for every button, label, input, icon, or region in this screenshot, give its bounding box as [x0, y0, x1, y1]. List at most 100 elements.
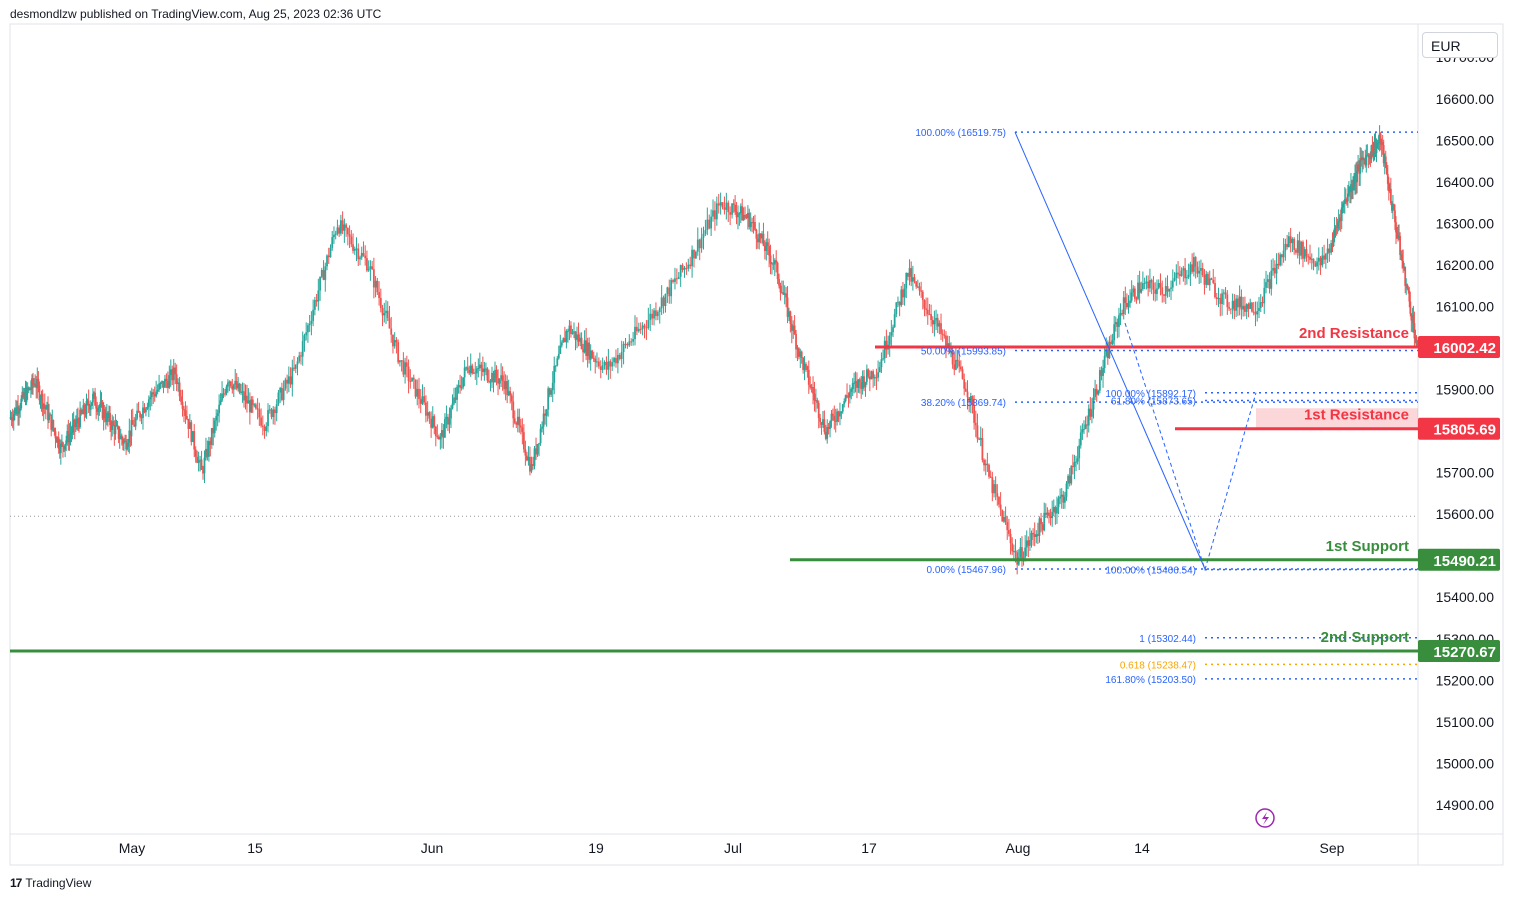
candle-body: [1245, 304, 1248, 312]
y-tick-label: 16400.00: [1436, 174, 1495, 190]
candle-body: [533, 448, 536, 466]
candle-body: [181, 401, 184, 409]
candle-body: [601, 365, 604, 370]
candle-body: [114, 425, 117, 435]
resistance-1-price-label: 15805.69: [1433, 422, 1496, 439]
candle-body: [442, 430, 445, 438]
candle-body: [1345, 200, 1348, 202]
candle-body: [1338, 217, 1341, 222]
candle-body: [1087, 408, 1090, 426]
candle-body: [71, 424, 74, 433]
candle-body: [553, 365, 556, 383]
candle-body: [911, 277, 914, 282]
candle-body: [268, 409, 271, 411]
candle-body: [183, 408, 185, 411]
candle-body: [1119, 313, 1122, 316]
candle-body: [436, 436, 439, 438]
candle-body: [1147, 281, 1150, 289]
candle-body: [463, 367, 466, 378]
candle-body: [284, 379, 287, 389]
candle-body: [286, 379, 289, 384]
candle-body: [984, 463, 987, 466]
candle-body: [57, 437, 60, 449]
candle-body: [110, 424, 113, 430]
candle-body: [1236, 298, 1239, 308]
candle-body: [58, 448, 61, 454]
candle-body: [359, 257, 361, 260]
candle-body: [498, 379, 501, 384]
y-tick-label: 15100.00: [1436, 714, 1495, 730]
candle-body: [465, 367, 468, 369]
candle-body: [805, 363, 807, 367]
candle-body: [200, 459, 203, 470]
candle-body: [103, 409, 106, 419]
x-tick-label: 17: [861, 840, 877, 856]
candle-body: [1353, 183, 1355, 187]
candle-body: [1289, 236, 1292, 244]
candle-body: [518, 416, 521, 426]
currency-button[interactable]: EUR: [1422, 32, 1498, 58]
fib-retracement-label: 38.20% (15869.74): [921, 398, 1006, 409]
candle-body: [350, 236, 353, 245]
candle-body: [150, 392, 153, 398]
candle-body: [902, 289, 904, 298]
candle-body: [1343, 199, 1346, 203]
candle-body: [1416, 339, 1419, 346]
candle-body: [624, 343, 627, 345]
candle-body: [131, 420, 134, 425]
candle-body: [748, 212, 751, 228]
candle-body: [1358, 164, 1361, 174]
candle-body: [1212, 280, 1215, 284]
candle-body: [210, 427, 213, 445]
candle-body: [317, 290, 320, 302]
candle-body: [945, 335, 947, 347]
candle-body: [1157, 283, 1160, 289]
candle-body: [1282, 250, 1285, 258]
candle-body: [512, 401, 515, 419]
candle-body: [656, 312, 659, 317]
candle-body: [1033, 534, 1036, 537]
candle-body: [287, 376, 290, 384]
candle-body: [823, 419, 826, 432]
candle-body: [430, 418, 433, 428]
candle-body: [1415, 337, 1418, 346]
candle-body: [219, 400, 222, 405]
candle-body: [364, 255, 367, 259]
candle-body: [95, 405, 98, 409]
candle-body: [1397, 234, 1399, 239]
candle-body: [411, 377, 413, 382]
candle-body: [519, 425, 522, 428]
candle-body: [626, 343, 629, 346]
candle-body: [562, 338, 565, 343]
candle-body: [708, 219, 711, 229]
candle-body: [1263, 287, 1266, 304]
candle-body: [202, 469, 204, 474]
candle-body: [739, 206, 742, 214]
candle-body: [231, 386, 234, 390]
candle-body: [1395, 222, 1397, 233]
candle-body: [229, 381, 232, 387]
candle-body: [1302, 241, 1304, 259]
candle-body: [164, 378, 166, 388]
candle-body: [1068, 475, 1071, 484]
candle-body: [1118, 315, 1120, 327]
candle-body: [235, 380, 238, 389]
candle-body: [300, 355, 302, 357]
candle-body: [1287, 236, 1290, 248]
candle-body: [1316, 261, 1318, 267]
candle-body: [1277, 263, 1280, 266]
candle-body: [938, 323, 941, 327]
candle-body: [1048, 512, 1050, 517]
candle-body: [161, 381, 163, 383]
footer-brand[interactable]: 17 TradingView: [10, 876, 91, 890]
candle-body: [199, 459, 201, 461]
candle-body: [78, 422, 80, 427]
candle-body: [745, 216, 748, 219]
candle-body: [240, 391, 242, 393]
candle-body: [547, 388, 550, 410]
candle-body: [1207, 273, 1209, 286]
candle-body: [588, 342, 591, 360]
fib-extension-label: 161.80% (15203.50): [1105, 675, 1196, 686]
candle-body: [651, 313, 654, 319]
